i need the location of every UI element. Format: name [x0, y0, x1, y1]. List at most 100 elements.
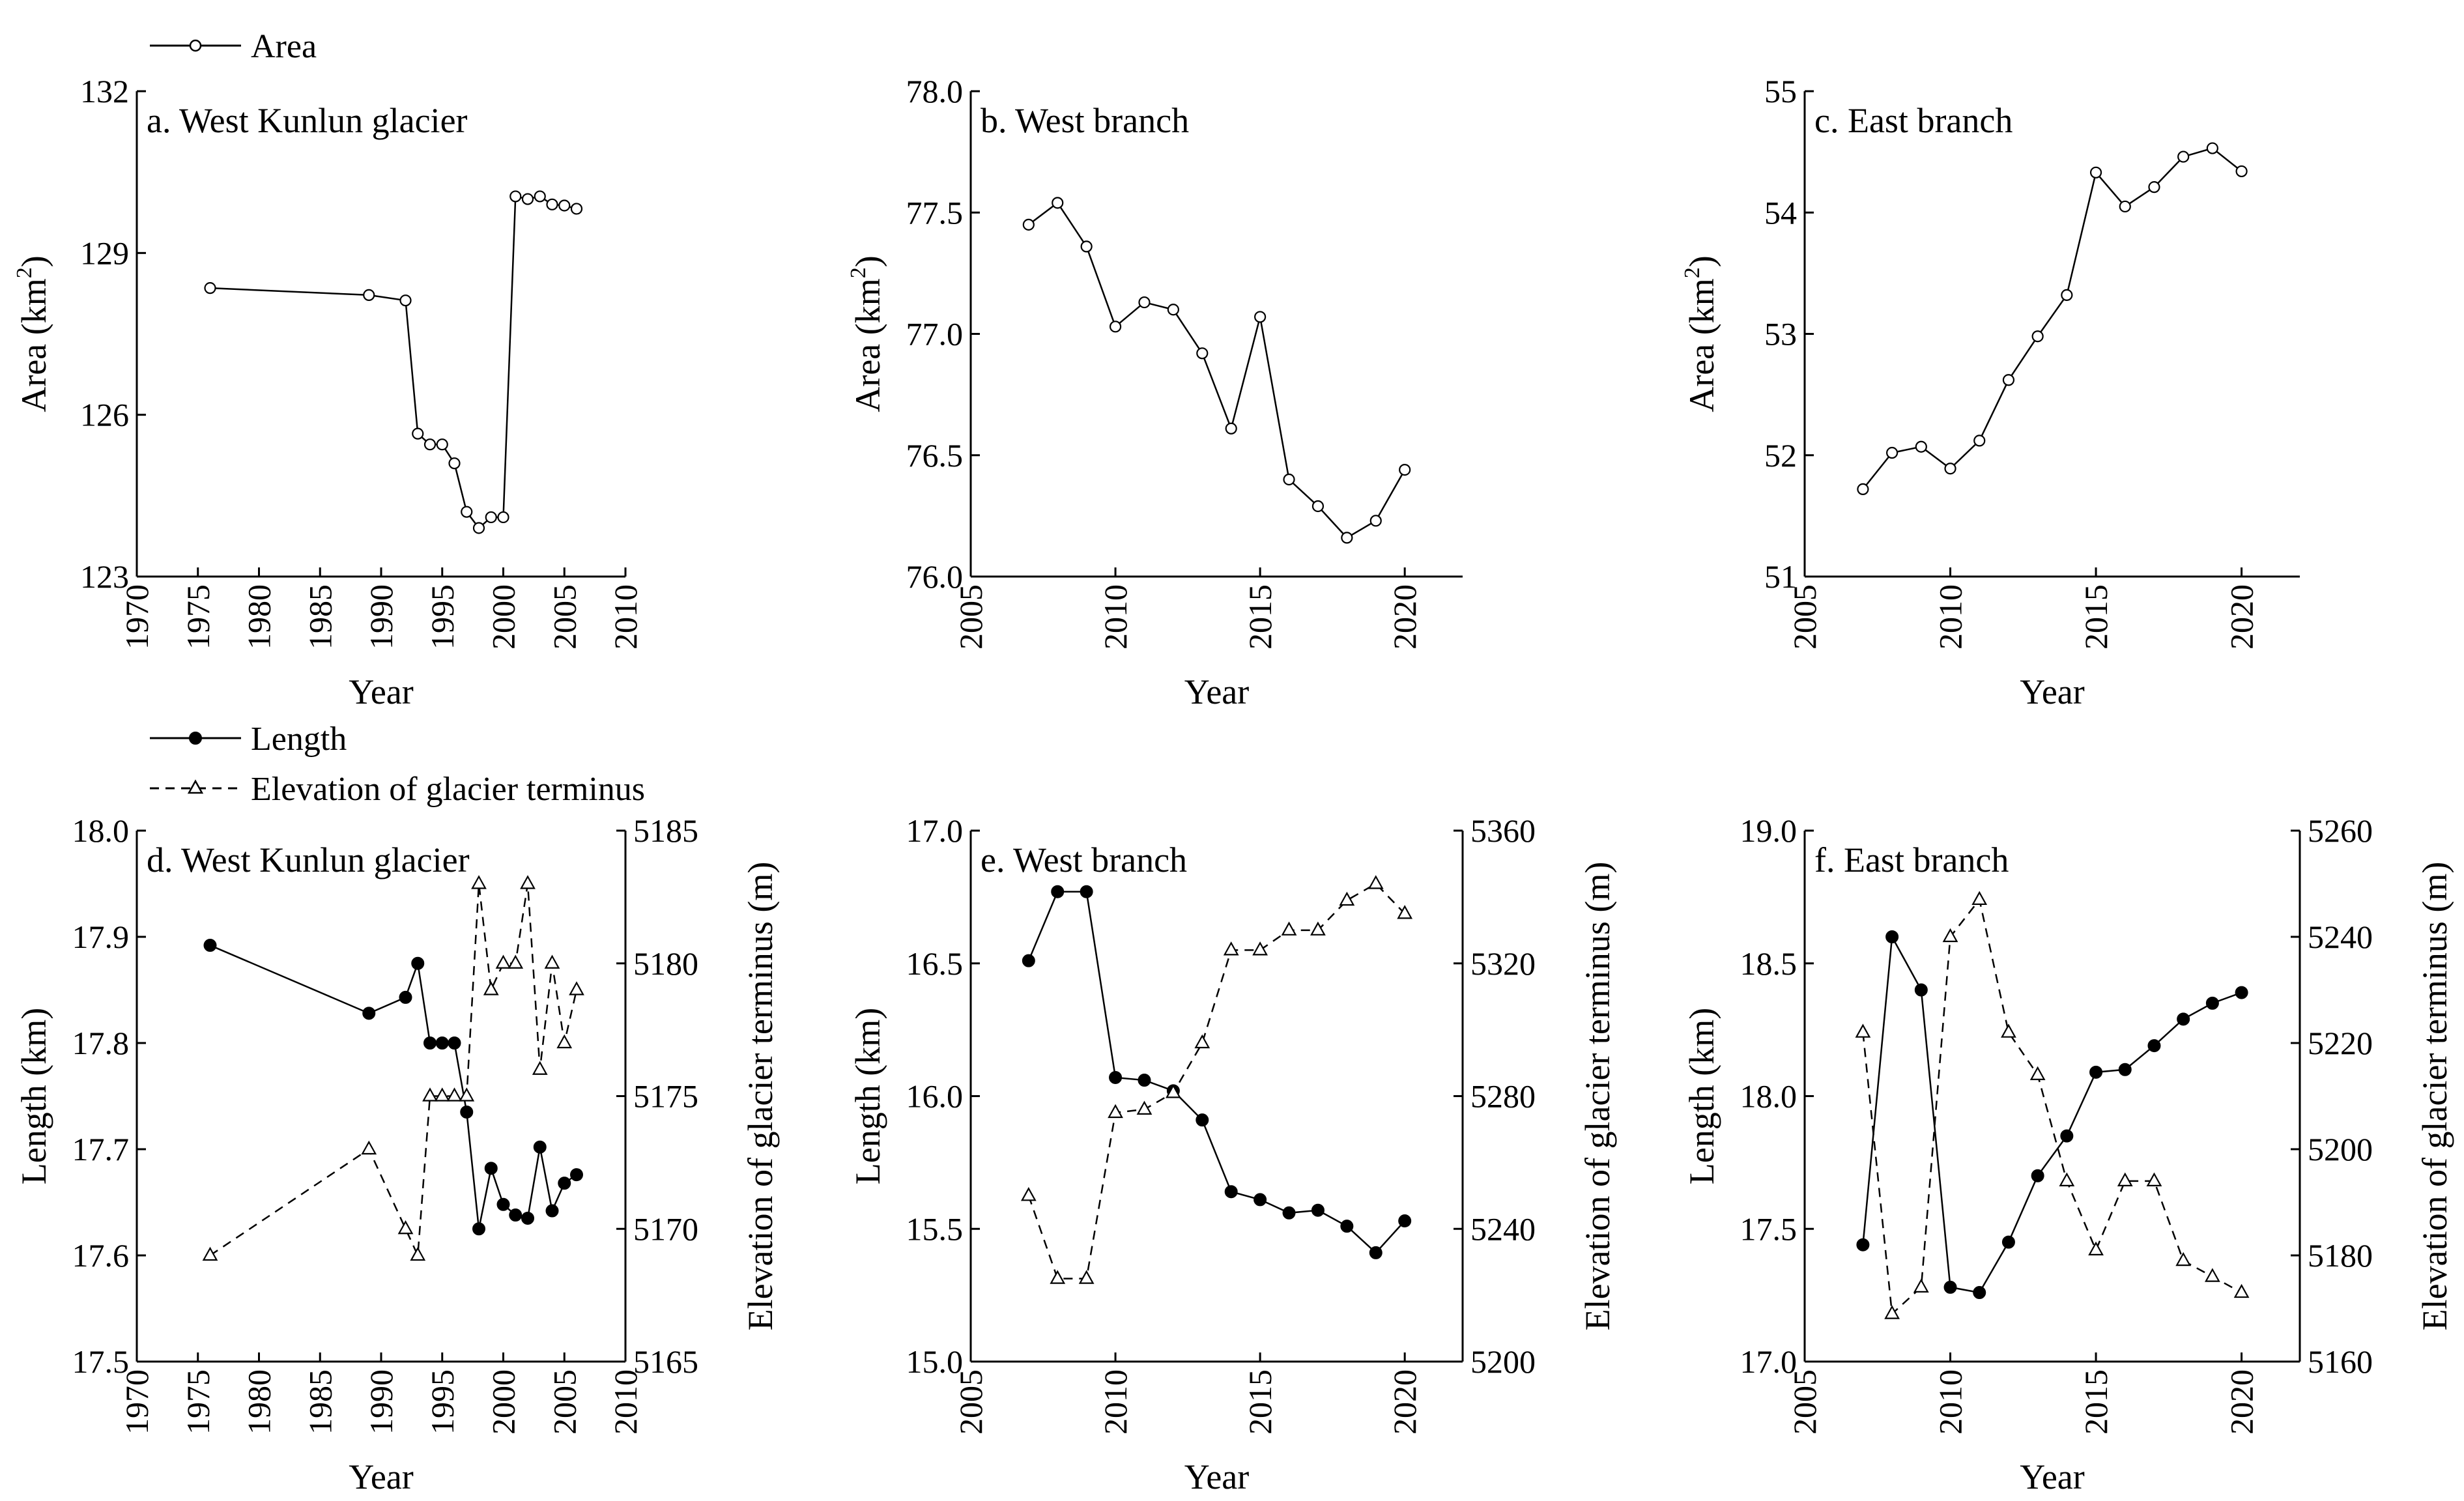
x-tick-label: 2005 — [1786, 584, 1823, 650]
length-point — [2001, 1235, 2015, 1249]
y2-tick-label: 5280 — [1470, 1078, 1536, 1115]
elevation-of-glacier-terminus-point — [1223, 941, 1239, 956]
elevation-of-glacier-terminus-point — [434, 1087, 450, 1102]
elevation-of-glacier-terminus-point — [1368, 875, 1384, 889]
x-tick-label: 1975 — [180, 584, 216, 650]
x-axis-label: Year — [349, 1457, 414, 1496]
elevation-of-glacier-terminus-point — [1397, 905, 1413, 919]
y-tick-label: 76.0 — [906, 558, 964, 595]
y2-tick-label: 5200 — [1470, 1343, 1536, 1380]
y2-tick-label: 5240 — [1470, 1210, 1536, 1247]
length-point — [1051, 885, 1065, 898]
y-axis-label: Area (km2) — [12, 255, 53, 412]
length-point — [1022, 954, 1035, 967]
length-point — [1885, 930, 1899, 943]
area-point — [485, 511, 497, 524]
y-tick-label: 17.5 — [1740, 1210, 1798, 1247]
elevation-of-glacier-terminus-point — [544, 954, 560, 969]
panel-title: d. West Kunlun glacier — [147, 840, 470, 879]
elevation-of-glacier-terminus-point — [1942, 928, 1958, 943]
area-point — [521, 193, 534, 205]
elevation-of-glacier-terminus-point — [459, 1087, 475, 1102]
y-tick-label: 123 — [80, 558, 129, 595]
elevation-of-glacier-terminus-point — [2233, 1283, 2250, 1298]
x-tick-label: 2015 — [2078, 584, 2114, 650]
panel-title: b. West branch — [981, 101, 1189, 140]
x-tick-label: 1990 — [363, 1369, 399, 1435]
y2-tick-label: 5185 — [633, 812, 698, 849]
elevation-of-glacier-terminus-point — [508, 954, 524, 969]
legend-area-label: Area — [251, 28, 317, 65]
x-axis-label: Year — [1184, 672, 1250, 711]
length-point — [1138, 1074, 1151, 1087]
y2-tick-label: 5260 — [2308, 812, 2373, 849]
elevation-of-glacier-terminus-point — [2001, 1023, 2016, 1038]
y2-tick-label: 5360 — [1470, 812, 1536, 849]
area-point — [423, 438, 437, 451]
elevation-of-glacier-terminus-point — [520, 875, 536, 889]
legend-area-marker — [189, 39, 202, 52]
x-tick-label: 1985 — [302, 1369, 338, 1435]
y-tick-label: 17.0 — [1740, 1343, 1798, 1380]
y-tick-label: 18.0 — [72, 812, 130, 849]
area-point — [1944, 463, 1956, 475]
y-axis-label: Area (km2) — [846, 255, 887, 412]
elevation-of-glacier-terminus-point — [422, 1087, 438, 1102]
x-tick-label: 2010 — [1097, 1369, 1134, 1435]
y-axis-label: Length (km) — [14, 1008, 53, 1184]
elevation-of-glacier-terminus-point — [1339, 891, 1355, 906]
x-tick-label: 2005 — [953, 1369, 989, 1435]
area-point — [1283, 473, 1295, 486]
elevation-of-glacier-terminus-point — [1884, 1305, 1900, 1319]
area-point — [436, 438, 448, 451]
length-point — [1109, 1070, 1123, 1084]
area-point — [1052, 197, 1064, 209]
area-point — [1311, 500, 1325, 513]
length-point — [558, 1177, 571, 1190]
panel-d: 1970 1975 1980 1985 1990 1995 2000 2005 2010 17.5… — [14, 812, 780, 1496]
panel-c: 2005 2010 2015 2020 51 52 53 54 55 c. East branch… — [1680, 73, 2300, 711]
length-point — [1282, 1206, 1296, 1220]
area-point — [2177, 150, 2190, 163]
y-tick-label: 17.5 — [72, 1343, 130, 1380]
elevation-of-glacier-terminus-point — [2117, 1172, 2133, 1186]
area-point — [1369, 515, 1382, 527]
elevation-of-glacier-terminus-point — [569, 981, 584, 995]
area-point — [363, 289, 375, 301]
length-point — [496, 1197, 510, 1211]
area-line — [1028, 201, 1406, 539]
area-point — [204, 282, 216, 294]
elevation-of-glacier-terminus-point — [410, 1246, 426, 1261]
elevation-of-glacier-terminus-point — [202, 1246, 218, 1261]
length-point — [1196, 1113, 1209, 1127]
length-point — [1080, 885, 1093, 898]
length-point — [2205, 996, 2219, 1010]
length-point — [1369, 1246, 1382, 1259]
length-point — [1398, 1214, 1412, 1228]
area-point — [2206, 142, 2218, 154]
x-tick-label: 1970 — [119, 1369, 155, 1435]
x-tick-label: 2005 — [546, 584, 582, 650]
x-axis-label: Year — [2020, 1457, 2085, 1496]
elevation-of-glacier-terminus-point — [2205, 1268, 2220, 1282]
x-tick-label: 2000 — [485, 584, 522, 650]
x-tick-label: 1990 — [363, 584, 399, 650]
length-point — [423, 1036, 437, 1050]
length-point — [2031, 1169, 2044, 1182]
y-tick-label: 52 — [1764, 437, 1797, 474]
legend-length-marker — [189, 732, 202, 745]
length-point — [1311, 1203, 1325, 1217]
panel-title: e. West branch — [981, 840, 1187, 879]
x-tick-label: 2015 — [1242, 584, 1278, 650]
x-axis-label: Year — [349, 672, 414, 711]
area-point — [1225, 422, 1237, 435]
x-tick-label: 2015 — [2078, 1369, 2114, 1435]
length-point — [1973, 1286, 1986, 1300]
y-axis-label: Length (km) — [1682, 1008, 1721, 1184]
area-point — [2089, 166, 2102, 179]
y-tick-label: 15.0 — [906, 1343, 964, 1380]
x-tick-label: 2005 — [1786, 1369, 1823, 1435]
area-point — [546, 198, 558, 210]
area-point — [472, 522, 485, 534]
legend-top: Area — [150, 28, 317, 65]
